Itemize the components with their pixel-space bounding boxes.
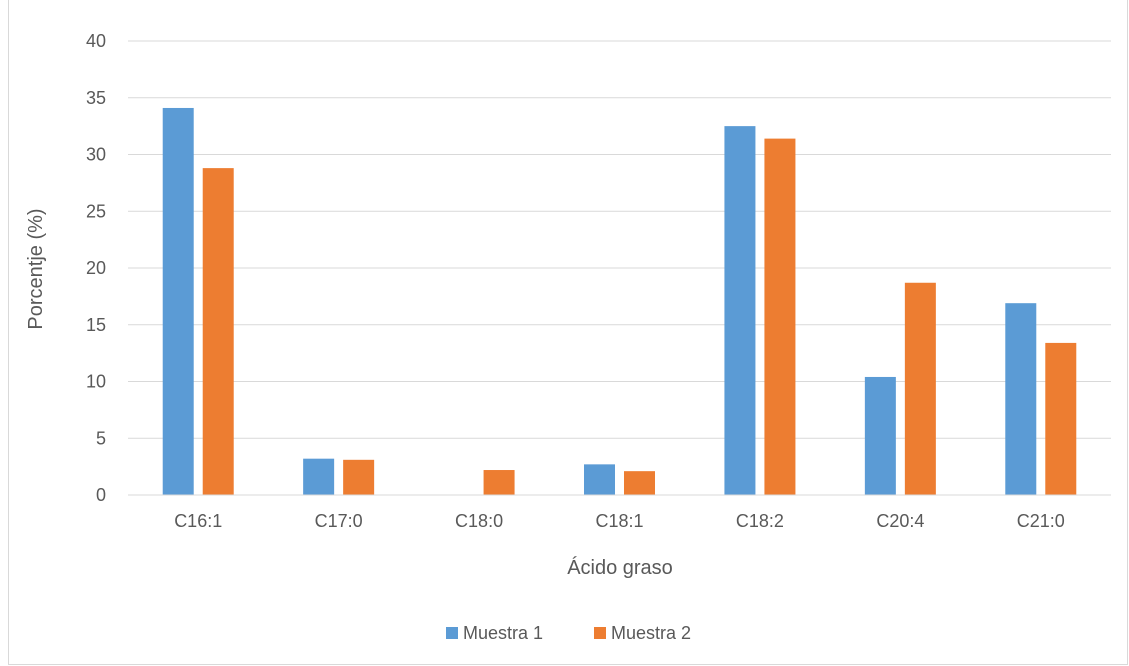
y-axis-title: Porcentje (%) [25, 208, 47, 329]
y-tick-label: 5 [96, 428, 106, 448]
bar-muestra-1-C16-1 [162, 107, 194, 495]
x-tick-label: C18:1 [595, 511, 643, 531]
bar-muestra-1-C18-2 [724, 126, 756, 495]
bar-muestra-2-C20-4 [904, 282, 936, 495]
x-tick-label: C18:2 [736, 511, 784, 531]
x-tick-label: C17:0 [315, 511, 363, 531]
bar-muestra-2-C21-0 [1045, 342, 1077, 495]
x-axis-title: Ácido graso [567, 556, 673, 579]
legend-label: Muestra 1 [463, 623, 543, 643]
bar-muestra-1-C21-0 [1005, 303, 1037, 495]
bar-muestra-2-C18-2 [764, 138, 796, 496]
y-tick-labels: 0 5 10 15 20 25 30 35 40 [86, 31, 106, 505]
legend-label: Muestra 2 [611, 623, 691, 643]
legend-swatch [594, 627, 606, 639]
gridlines [128, 40, 1111, 496]
x-tick-labels: C16:1 C17:0 C18:0 C18:1 C18:2 C20:4 C21:0 [174, 511, 1065, 531]
bar-muestra-1-C18-1 [584, 464, 615, 495]
x-tick-label: C16:1 [174, 511, 222, 531]
legend-swatch [446, 627, 458, 639]
x-tick-label: C21:0 [1017, 511, 1065, 531]
x-tick-label: C20:4 [876, 511, 924, 531]
y-tick-label: 10 [86, 372, 106, 392]
y-tick-label: 30 [86, 145, 106, 165]
bar-muestra-2-C18-1 [624, 471, 655, 495]
bar-muestra-2-C17-0 [343, 459, 375, 495]
bar-muestra-1-C17-0 [303, 458, 335, 495]
bar-muestra-2-C18-0 [483, 470, 515, 495]
legend: Muestra 1 Muestra 2 [446, 623, 691, 643]
y-tick-label: 35 [86, 88, 106, 108]
y-tick-label: 20 [86, 258, 106, 278]
x-tick-label: C18:0 [455, 511, 503, 531]
y-tick-label: 15 [86, 315, 106, 335]
bar-muestra-1-C20-4 [864, 376, 896, 495]
chart-frame [8, 0, 1128, 665]
y-tick-label: 0 [96, 485, 106, 505]
y-tick-label: 40 [86, 31, 106, 51]
y-tick-label: 25 [86, 201, 106, 221]
bars [128, 107, 1111, 496]
bar-muestra-2-C16-1 [202, 168, 234, 495]
